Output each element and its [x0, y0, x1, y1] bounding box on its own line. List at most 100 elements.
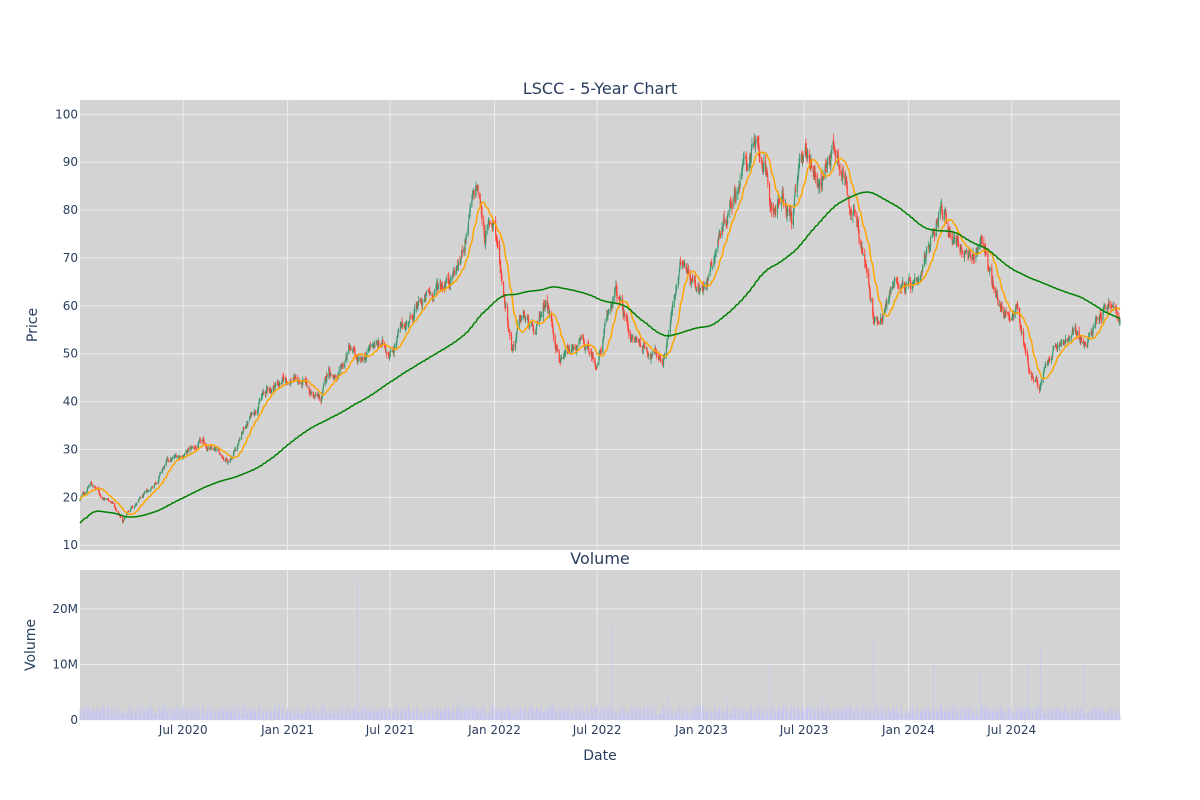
volume-bar — [1052, 705, 1054, 720]
candle-body — [1064, 339, 1067, 343]
price-plot-area — [80, 100, 1120, 550]
volume-bar — [1096, 705, 1098, 720]
volume-bar — [547, 710, 549, 720]
volume-bar — [160, 708, 161, 720]
candle-body — [197, 445, 199, 449]
candle-body — [1007, 311, 1009, 313]
volume-bar — [464, 710, 466, 720]
volume-bar — [280, 715, 282, 720]
volume-bar — [95, 714, 97, 720]
volume-bar — [885, 714, 887, 720]
volume-bar — [143, 706, 145, 720]
candle-body — [306, 381, 308, 386]
short-moving-average-line[interactable] — [79, 151, 1121, 516]
candle-body — [515, 337, 517, 343]
volume-bar — [684, 712, 685, 720]
volume-bar — [834, 708, 836, 720]
volume-bar — [607, 706, 609, 720]
candle-body — [155, 483, 158, 485]
volume-bar — [841, 708, 842, 720]
volume-bar — [767, 706, 769, 720]
volume-bar — [553, 706, 554, 720]
volume-bar — [177, 711, 179, 720]
volume-bar — [976, 713, 978, 720]
candle-body — [844, 172, 846, 183]
volume-bar — [167, 705, 169, 720]
candle-body — [940, 205, 942, 208]
candle-body — [956, 238, 958, 242]
candle-body — [611, 303, 614, 308]
candle-body — [1051, 352, 1054, 357]
volume-bar — [282, 706, 283, 720]
candle-body — [764, 160, 767, 171]
candle-body — [260, 396, 263, 401]
volume-bar — [1116, 713, 1118, 720]
candle-body — [1098, 314, 1101, 321]
candle-body — [417, 302, 419, 308]
volume-bar — [420, 713, 422, 720]
volume-bar — [247, 714, 249, 720]
volume-bar — [1084, 713, 1086, 720]
candle-body — [1076, 334, 1078, 336]
candle-body — [425, 292, 428, 296]
volume-bar — [709, 714, 711, 720]
volume-bar — [921, 712, 922, 720]
volume-bar — [842, 707, 844, 720]
candle-body — [514, 340, 517, 348]
candle-body — [162, 468, 164, 471]
candle-body — [535, 325, 538, 331]
candle-body — [133, 506, 136, 508]
volume-bar — [464, 713, 465, 720]
candle-body — [568, 347, 570, 353]
volume-bar — [901, 715, 903, 720]
volume-bar — [658, 715, 660, 720]
candle-body — [1067, 340, 1069, 342]
volume-bar — [655, 714, 656, 720]
volume-bar — [393, 709, 395, 720]
candle-body — [920, 274, 922, 276]
candle-body — [429, 293, 432, 294]
candle-body — [386, 351, 388, 355]
candle-body — [88, 485, 90, 488]
candle-body — [975, 247, 978, 256]
candle-body — [328, 367, 331, 373]
candle-body — [391, 350, 394, 353]
volume-bar — [931, 710, 933, 720]
volume-bar — [83, 706, 85, 720]
candle-body — [123, 518, 125, 520]
volume-bar — [223, 710, 224, 720]
volume-bar — [610, 705, 612, 720]
volume-bar — [155, 714, 156, 720]
candle-body — [1072, 330, 1075, 332]
candle-body — [985, 249, 987, 255]
volume-bar — [845, 714, 846, 720]
volume-bar — [360, 714, 362, 720]
candle-body — [539, 313, 541, 318]
candle-body — [263, 392, 265, 394]
candle-body — [488, 220, 490, 221]
volume-bar — [785, 706, 786, 720]
volume-bar — [725, 712, 727, 720]
volume-bar — [917, 711, 919, 720]
volume-bar — [445, 707, 447, 720]
volume-bar — [968, 708, 970, 720]
volume-bar — [215, 712, 216, 720]
volume-bar — [699, 715, 701, 720]
long-moving-average-line[interactable] — [79, 191, 1121, 524]
volume-bar — [1003, 711, 1005, 720]
volume-bar — [405, 710, 407, 720]
volume-bars[interactable] — [79, 578, 1121, 720]
volume-bar — [473, 705, 474, 720]
candle-body — [1071, 334, 1073, 336]
candle-body — [409, 314, 411, 319]
volume-bar — [1111, 715, 1113, 720]
candlestick-series[interactable] — [79, 133, 1121, 524]
volume-bar — [123, 713, 125, 720]
volume-bar — [916, 713, 918, 720]
candle-body — [799, 156, 801, 164]
candle-body — [977, 248, 979, 252]
candle-body — [487, 225, 489, 230]
volume-bar — [428, 711, 430, 720]
volume-bar — [648, 705, 650, 720]
volume-bar — [322, 708, 324, 720]
